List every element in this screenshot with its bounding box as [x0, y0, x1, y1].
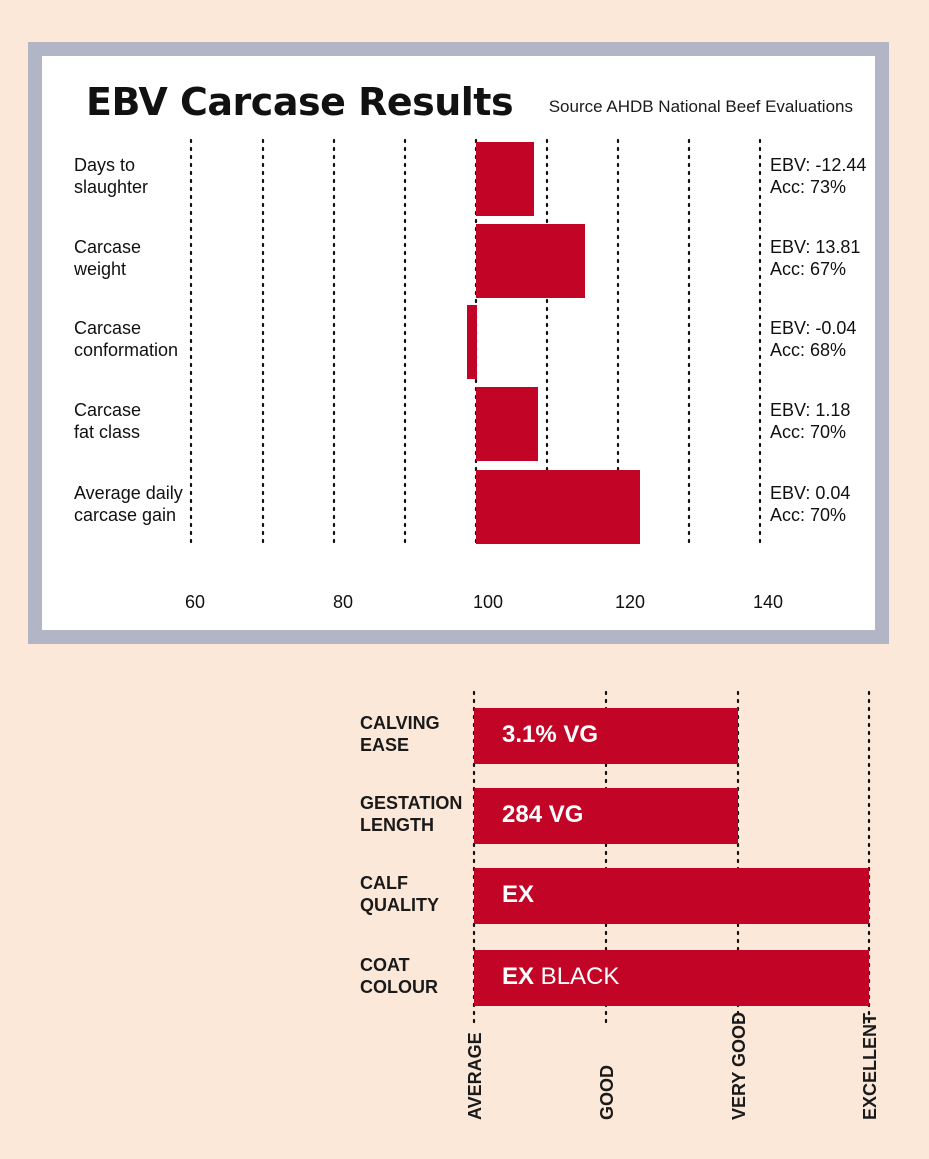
- row-label: Carcase conformation: [74, 317, 178, 361]
- ebv-acc-line: EBV: 1.18: [770, 400, 851, 420]
- row-label: Carcase fat class: [74, 399, 141, 443]
- rating-row-label-line: EASE: [360, 735, 410, 755]
- rating-bar-label: EX: [502, 881, 534, 909]
- row-label-line: Average daily: [74, 483, 183, 503]
- row-label-line: Carcase: [74, 400, 142, 420]
- rating-row-label: CALF QUALITY: [360, 872, 439, 916]
- row-label: Carcase weight: [74, 236, 141, 280]
- rating-bar: [474, 950, 869, 1006]
- row-label-line: slaughter: [74, 177, 149, 197]
- ebv-acc-line: Acc: 73%: [770, 177, 847, 197]
- chart-source: Source AHDB National Beef Evaluations: [548, 97, 853, 116]
- ebv-acc-label: EBV: 1.18 Acc: 70%: [770, 399, 850, 443]
- x-tick-label: 60: [184, 592, 206, 612]
- rating-row-label: COAT COLOUR: [360, 954, 438, 998]
- ebv-acc-label: EBV: 0.04 Acc: 70%: [770, 482, 850, 526]
- rating-bar-value: 284 VG: [502, 801, 584, 828]
- ebv-bar: [467, 305, 477, 379]
- rating-row-label: CALVING EASE: [360, 712, 440, 756]
- rating-row-label-line: LENGTH: [360, 815, 434, 835]
- ebv-acc-line: Acc: 68%: [770, 340, 847, 360]
- ebv-bar: [476, 142, 534, 216]
- rating-bar-value: 3.1% VG: [502, 721, 599, 748]
- ebv-acc-line: EBV: -12.44: [770, 155, 867, 175]
- ebv-acc-line: EBV: 13.81: [770, 237, 861, 257]
- ebv-acc-line: Acc: 67%: [770, 259, 847, 279]
- row-label: Days to slaughter: [74, 154, 148, 198]
- ebv-acc-line: EBV: -0.04: [770, 318, 857, 338]
- row-label-line: Carcase: [74, 237, 142, 257]
- rating-row-label-line: CALF: [360, 873, 408, 893]
- rating-level-label: AVERAGE: [465, 1032, 485, 1120]
- rating-bar: [474, 708, 738, 764]
- rating-row-label: GESTATION LENGTH: [360, 792, 462, 836]
- ebv-acc-label: EBV: 13.81 Acc: 67%: [770, 236, 860, 280]
- rating-row-label-line: QUALITY: [360, 895, 439, 915]
- rating-bar-label: EX BLACK: [502, 963, 619, 991]
- rating-bar-label: 284 VG: [502, 801, 583, 829]
- ebv-chart-area: EBV Carcase Results Source AHDB National…: [42, 56, 875, 630]
- rating-bar: [474, 868, 869, 924]
- x-tick-label: 100: [472, 592, 504, 612]
- row-label-line: conformation: [74, 340, 179, 360]
- ebv-acc-label: EBV: -12.44 Acc: 73%: [770, 154, 866, 198]
- ebv-carcase-panel: EBV Carcase Results Source AHDB National…: [28, 42, 889, 644]
- ebv-acc-line: Acc: 70%: [770, 505, 847, 525]
- rating-row-label-line: COLOUR: [360, 977, 438, 997]
- row-label-line: fat class: [74, 422, 141, 442]
- rating-level-label: VERY GOOD: [729, 1011, 749, 1120]
- x-tick-label: 140: [752, 592, 784, 612]
- ebv-bar: [476, 224, 585, 298]
- ebv-acc-line: EBV: 0.04: [770, 483, 851, 503]
- rating-bar-value: EX: [502, 881, 535, 908]
- row-label-line: Carcase: [74, 318, 142, 338]
- ebv-acc-label: EBV: -0.04 Acc: 68%: [770, 317, 856, 361]
- rating-bar-value: EX: [502, 963, 535, 990]
- rating-row-label-line: COAT: [360, 955, 410, 975]
- rating-bar-label: 3.1% VG: [502, 721, 598, 749]
- rating-row-label-line: CALVING: [360, 713, 440, 733]
- ebv-bar-chart: [189, 138, 762, 546]
- rating-bar-extra: BLACK: [534, 963, 620, 990]
- chart-title: EBV Carcase Results: [86, 80, 514, 124]
- rating-level-label: GOOD: [597, 1064, 617, 1120]
- row-label-line: weight: [74, 259, 127, 279]
- ebv-acc-line: Acc: 70%: [770, 422, 847, 442]
- rating-row-label-line: GESTATION: [360, 793, 463, 813]
- rating-level-label: EXCELLENT: [860, 1012, 880, 1120]
- rating-bar: [474, 788, 738, 844]
- row-label: Average daily carcase gain: [74, 482, 183, 526]
- row-label-line: Days to: [74, 155, 136, 175]
- ebv-bar: [476, 470, 640, 544]
- x-tick-label: 120: [614, 592, 646, 612]
- ebv-bar: [476, 387, 538, 461]
- row-label-line: carcase gain: [74, 505, 177, 525]
- x-tick-label: 80: [332, 592, 354, 612]
